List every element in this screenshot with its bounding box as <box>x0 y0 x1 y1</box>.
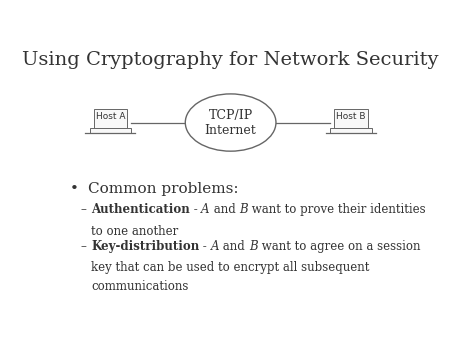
Text: key that can be used to encrypt all subsequent: key that can be used to encrypt all subs… <box>91 261 369 274</box>
Text: Host B: Host B <box>336 112 366 121</box>
Text: A: A <box>211 240 219 253</box>
Text: -: - <box>199 240 211 253</box>
Text: Host A: Host A <box>95 112 125 121</box>
Text: B: B <box>249 240 257 253</box>
Text: and: and <box>219 240 249 253</box>
Text: Key-distribution: Key-distribution <box>91 240 199 253</box>
Text: and: and <box>210 203 239 216</box>
Text: Using Cryptography for Network Security: Using Cryptography for Network Security <box>22 51 439 69</box>
Text: Authentication: Authentication <box>91 203 190 216</box>
Text: want to prove their identities: want to prove their identities <box>248 203 426 216</box>
Text: communications: communications <box>91 280 189 293</box>
Text: A: A <box>202 203 210 216</box>
Text: •: • <box>70 183 79 196</box>
Text: –: – <box>81 203 86 216</box>
Text: TCP/IP
Internet: TCP/IP Internet <box>205 108 256 137</box>
Text: -: - <box>190 203 202 216</box>
Text: to one another: to one another <box>91 224 178 238</box>
FancyBboxPatch shape <box>334 109 368 128</box>
FancyBboxPatch shape <box>90 128 131 133</box>
Text: B: B <box>239 203 248 216</box>
FancyBboxPatch shape <box>330 128 372 133</box>
Text: Common problems:: Common problems: <box>88 183 238 196</box>
FancyBboxPatch shape <box>94 109 127 128</box>
Text: –: – <box>81 240 86 253</box>
Text: want to agree on a session: want to agree on a session <box>257 240 420 253</box>
Ellipse shape <box>185 94 276 151</box>
